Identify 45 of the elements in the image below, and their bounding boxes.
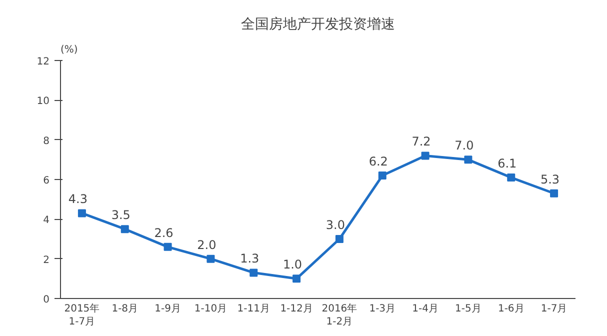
y-axis-title: (%) bbox=[60, 44, 78, 56]
point bbox=[378, 172, 386, 180]
x-tick-label: 1-6月 bbox=[498, 304, 524, 314]
y-tick-label: 10 bbox=[36, 96, 50, 108]
x-tick-label: 1-7月 bbox=[540, 304, 568, 314]
y-tick-label: 0 bbox=[43, 294, 50, 306]
x-tick-label: 1-11月 bbox=[237, 304, 270, 314]
point bbox=[550, 189, 558, 198]
x-tick-label: 1-4月 bbox=[412, 304, 438, 314]
data-label: 5.3 bbox=[540, 172, 560, 186]
data-label: 7.2 bbox=[412, 134, 431, 149]
point bbox=[292, 274, 301, 283]
y-tick-label: 2 bbox=[43, 254, 50, 266]
data-label: 4.3 bbox=[68, 192, 88, 206]
data-label: 1.3 bbox=[240, 252, 260, 266]
data-label: 7.0 bbox=[454, 138, 474, 153]
x-tick-label: 1-5月 bbox=[455, 304, 482, 314]
chart-title: 全国房地产开发投资增速 bbox=[241, 16, 395, 32]
x-tick-label: 1-12月 bbox=[280, 304, 313, 314]
point bbox=[421, 152, 430, 160]
point bbox=[507, 174, 516, 182]
y-tick-label: 12 bbox=[36, 56, 50, 68]
point bbox=[250, 268, 258, 277]
data-label: 1.0 bbox=[283, 258, 302, 272]
x-tick-label: 2015年 1-7月 bbox=[64, 302, 100, 328]
point bbox=[78, 209, 86, 218]
x-tick-label: 1-9月 bbox=[154, 304, 181, 314]
data-label: 2.0 bbox=[197, 238, 216, 252]
y-tick-label: 6 bbox=[43, 176, 50, 186]
y-tick-label: 4 bbox=[43, 215, 50, 226]
x-tick-label: 1-10月 bbox=[194, 304, 228, 314]
point bbox=[120, 225, 129, 234]
point bbox=[335, 235, 344, 243]
y-tick-label: 8 bbox=[43, 136, 50, 147]
x-tick-label: 2016年 1-2月 bbox=[322, 302, 358, 328]
point bbox=[464, 156, 472, 164]
x-tick-label: 1-8月 bbox=[112, 304, 138, 314]
data-label: 3.0 bbox=[326, 218, 346, 232]
data-label: 6.2 bbox=[368, 154, 388, 169]
data-label: 2.6 bbox=[154, 226, 174, 240]
point bbox=[206, 254, 215, 263]
data-label: 3.5 bbox=[111, 208, 130, 222]
point bbox=[164, 242, 172, 251]
data-label: 6.1 bbox=[498, 156, 517, 171]
x-tick-label: 1-3月 bbox=[369, 304, 396, 314]
